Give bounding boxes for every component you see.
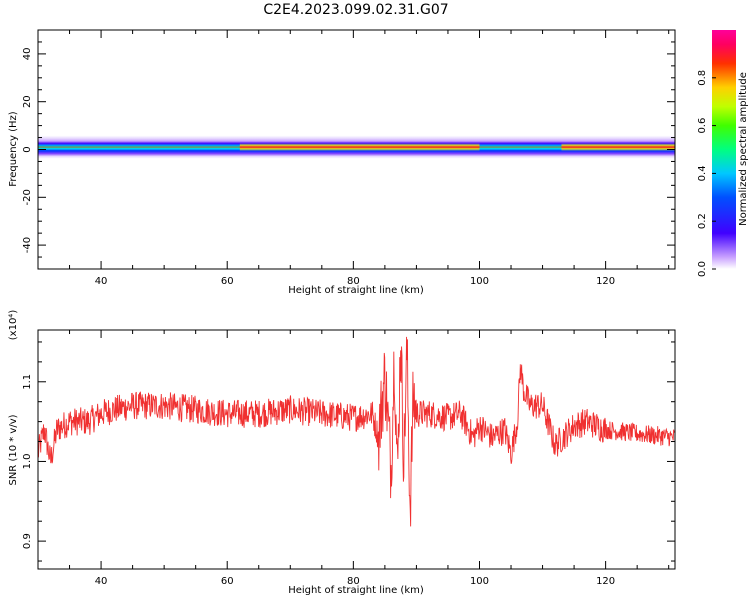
spectrogram-xlabel: Height of straight line (km) (288, 285, 424, 296)
snr-ylabel: SNR (10 * v/v) (8, 414, 19, 485)
y-tick-label: 0 (22, 146, 33, 152)
figure-title: C2E4.2023.099.02.31.G07 (263, 2, 448, 18)
spectrogram-ylabel: Frequency (Hz) (8, 111, 19, 187)
y-tick-label: -40 (22, 237, 33, 253)
x-tick-label: 40 (95, 576, 108, 587)
x-tick-label: 40 (95, 276, 108, 287)
y-tick-label: 40 (22, 48, 33, 61)
colorbar-tick-label: 0.0 (697, 261, 708, 277)
colorbar-gradient (712, 30, 736, 269)
x-tick-label: 80 (347, 276, 360, 287)
x-tick-label: 100 (470, 576, 489, 587)
spectrogram-x-ticks: 40 60 80 100 120 (37, 30, 670, 287)
x-tick-label: 120 (596, 576, 615, 587)
snr-xlabel: Height of straight line (km) (288, 585, 424, 596)
snr-y-ticks: 0.9 1.0 1.1 (22, 341, 675, 562)
x-tick-label: 100 (470, 276, 489, 287)
snr-x-ticks: 40 60 80 100 120 (37, 330, 670, 587)
colorbar-tick-label: 0.2 (697, 213, 708, 229)
x-tick-label: 60 (221, 576, 234, 587)
y-tick-label: -20 (22, 189, 33, 205)
colorbar: 0.0 0.2 0.4 0.6 0.8 Normalized spectral ampl… (697, 30, 749, 277)
y-tick-label: 1.1 (22, 374, 33, 390)
snr-ylabel-scale: (x10⁴) (8, 310, 19, 341)
x-tick-label: 80 (347, 576, 360, 587)
band-center-line (38, 146, 675, 148)
x-tick-label: 120 (596, 276, 615, 287)
y-tick-label: 0.9 (22, 533, 33, 549)
x-tick-label: 60 (221, 276, 234, 287)
colorbar-ticks: 0.0 0.2 0.4 0.6 0.8 (697, 70, 716, 277)
snr-series-line (38, 336, 675, 527)
colorbar-label: Normalized spectral amplitude (738, 72, 749, 226)
colorbar-tick-label: 0.6 (697, 118, 708, 134)
spectrogram-panel: 40 60 80 100 120 40 20 0 -20 -40 Height of strai… (8, 29, 676, 296)
snr-frame (37, 329, 676, 570)
y-tick-label: 1.0 (22, 453, 33, 469)
snr-panel: 40 60 80 100 120 0.9 1.0 1.1 Height of straigh… (8, 310, 676, 596)
spectrogram-y-ticks: 40 20 0 -20 -40 (22, 29, 675, 270)
colorbar-tick-label: 0.8 (697, 70, 708, 86)
spectrogram-band (38, 135, 675, 159)
colorbar-tick-label: 0.4 (697, 165, 708, 181)
y-tick-label: 20 (22, 95, 33, 108)
